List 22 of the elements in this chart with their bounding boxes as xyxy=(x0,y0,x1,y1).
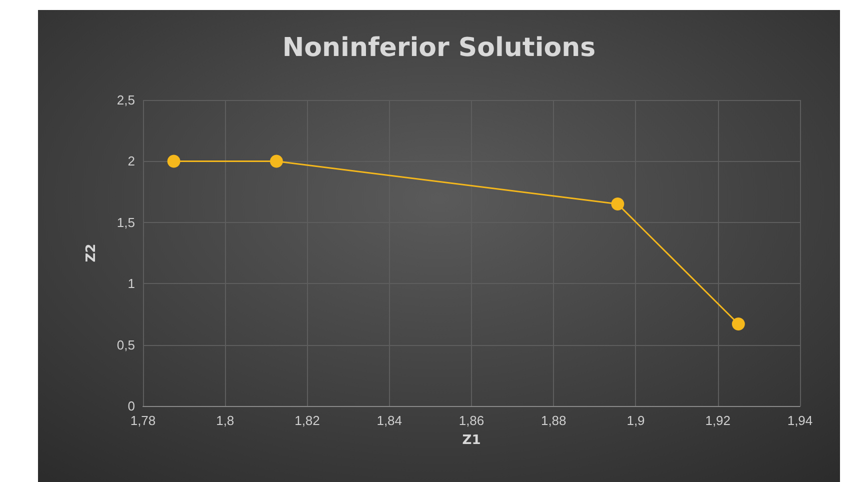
x-tick-label: 1,86 xyxy=(458,413,484,428)
y-tick-label: 0,5 xyxy=(116,337,135,352)
x-tick-label: 1,84 xyxy=(376,413,402,428)
point xyxy=(611,198,624,211)
x-tick-label: 1,94 xyxy=(787,413,813,428)
x-axis-title: Z1 xyxy=(462,433,481,448)
y-tick-label: 0 xyxy=(128,398,135,414)
point xyxy=(732,317,745,330)
x-tick-label: 1,92 xyxy=(705,413,731,428)
y-tick-label: 1,5 xyxy=(116,214,135,230)
x-tick-label: 1,88 xyxy=(540,413,566,428)
y-axis-title: Z2 xyxy=(84,244,99,262)
x-tick-label: 1,9 xyxy=(626,413,645,428)
y-tick-label: 2 xyxy=(128,154,135,169)
x-tick-label: 1,82 xyxy=(294,413,320,428)
y-tick-label: 1 xyxy=(128,276,135,292)
x-tick-label: 1,8 xyxy=(216,413,234,428)
point xyxy=(167,154,180,168)
x-tick-label: 1,78 xyxy=(130,413,156,428)
point xyxy=(270,154,283,168)
y-tick-label: 2,5 xyxy=(116,92,135,108)
chart-title: Noninferior Solutions xyxy=(282,33,596,63)
